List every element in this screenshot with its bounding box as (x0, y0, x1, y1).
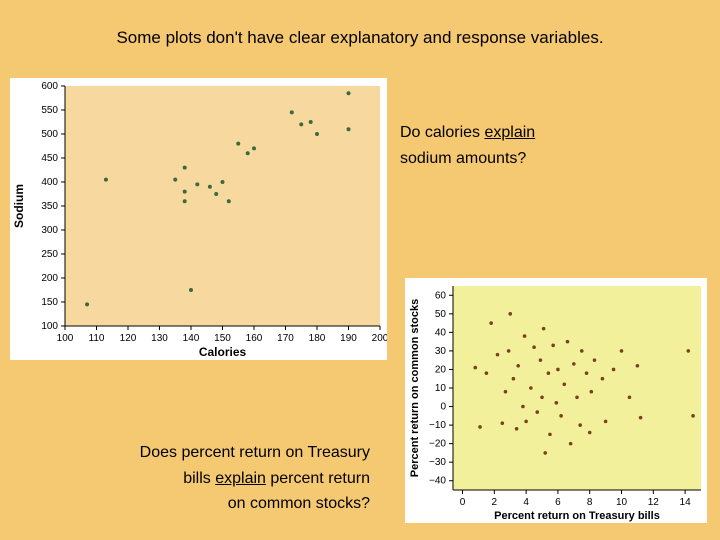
svg-text:200: 200 (372, 333, 387, 344)
svg-text:160: 160 (246, 333, 263, 344)
svg-text:30: 30 (435, 346, 447, 357)
svg-text:250: 250 (41, 249, 58, 260)
svg-text:Sodium: Sodium (12, 184, 26, 228)
svg-text:2: 2 (492, 497, 498, 508)
svg-text:50: 50 (435, 309, 447, 320)
svg-text:190: 190 (340, 333, 357, 344)
svg-text:Calories: Calories (199, 345, 247, 359)
question-calories-sodium: Do calories explain sodium amounts? (400, 120, 535, 171)
q1-text-line2: sodium amounts? (400, 150, 526, 167)
svg-text:8: 8 (587, 497, 593, 508)
svg-text:Percent return on Treasury bil: Percent return on Treasury bills (494, 510, 660, 522)
q2-line2-post: percent return (266, 470, 370, 487)
svg-text:130: 130 (151, 333, 168, 344)
svg-text:20: 20 (435, 364, 447, 375)
svg-text:150: 150 (214, 333, 231, 344)
svg-text:6: 6 (555, 497, 561, 508)
scatter-tbills-stocks: 0 2 4 6 8 10 12 14 −40 −30 −20 −10 0 10 20 30 40 50 60 Perc… (405, 278, 707, 523)
svg-text:300: 300 (41, 225, 58, 236)
svg-text:14: 14 (680, 497, 692, 508)
svg-text:40: 40 (435, 327, 447, 338)
q2-line2-pre: bills (183, 470, 215, 487)
q2-line3: on common stocks? (228, 495, 370, 512)
svg-text:450: 450 (41, 153, 58, 164)
question-treasury-stocks: Does percent return on Treasury bills ex… (60, 440, 370, 517)
svg-text:110: 110 (89, 333, 105, 344)
svg-text:180: 180 (309, 333, 326, 344)
svg-text:350: 350 (41, 201, 58, 212)
svg-text:10: 10 (435, 383, 447, 394)
svg-text:140: 140 (183, 333, 200, 344)
q1-underline: explain (484, 124, 535, 141)
svg-text:0: 0 (440, 402, 446, 413)
page-title: Some plots don't have clear explanatory … (0, 28, 720, 48)
svg-text:Percent return on common stock: Percent return on common stocks (409, 299, 421, 478)
svg-text:−40: −40 (429, 476, 446, 487)
svg-text:400: 400 (41, 177, 58, 188)
svg-text:−30: −30 (429, 457, 446, 468)
svg-text:100: 100 (57, 333, 74, 344)
q2-line1: Does percent return on Treasury (140, 444, 370, 461)
svg-text:500: 500 (41, 129, 58, 140)
svg-text:10: 10 (616, 497, 628, 508)
svg-text:−10: −10 (429, 420, 446, 431)
svg-text:12: 12 (648, 497, 660, 508)
svg-text:4: 4 (523, 497, 529, 508)
svg-text:60: 60 (435, 290, 447, 301)
scatter-calories-sodium: 100 110 120 130 140 150 160 170 180 190 200 100 150 2… (10, 78, 387, 360)
svg-text:100: 100 (41, 321, 58, 332)
svg-text:200: 200 (41, 273, 58, 284)
svg-text:150: 150 (41, 297, 58, 308)
q1-text-pre: Do calories (400, 124, 484, 141)
q2-underline: explain (215, 470, 266, 487)
svg-text:550: 550 (41, 105, 58, 116)
svg-text:0: 0 (460, 497, 466, 508)
svg-text:170: 170 (277, 333, 294, 344)
svg-text:600: 600 (41, 81, 58, 92)
svg-text:120: 120 (120, 333, 137, 344)
svg-text:−20: −20 (429, 439, 446, 450)
